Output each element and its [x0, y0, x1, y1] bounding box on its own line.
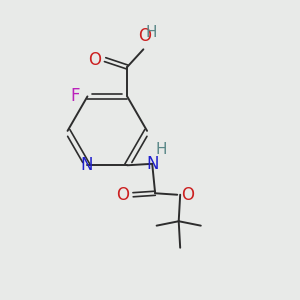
Text: F: F — [70, 87, 80, 105]
Text: O: O — [138, 27, 151, 45]
Text: H: H — [155, 142, 167, 157]
Text: N: N — [80, 156, 92, 174]
Text: N: N — [146, 155, 158, 173]
Text: O: O — [116, 186, 130, 204]
Text: O: O — [88, 51, 102, 69]
Text: H: H — [146, 25, 158, 40]
Text: O: O — [181, 186, 194, 204]
